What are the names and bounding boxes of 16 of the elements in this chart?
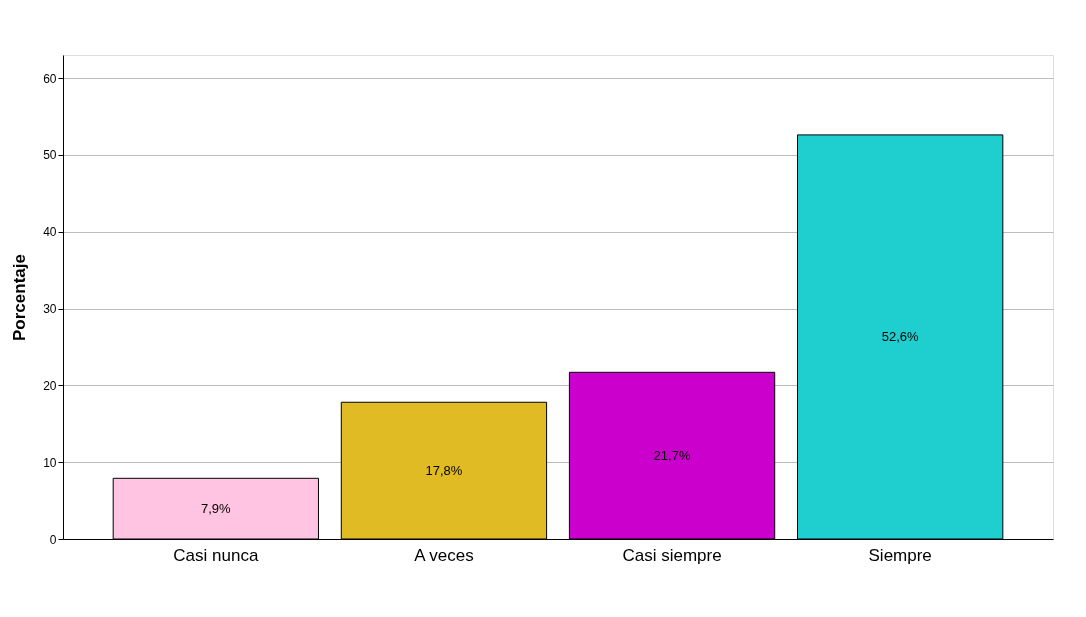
y-tick-label: 30 [43,302,57,317]
y-tick-label: 20 [43,378,57,393]
y-axis-title: Porcentaje [10,254,30,341]
x-tick-label: A veces [414,545,474,565]
y-tick-label: 50 [43,148,57,163]
x-tick-label: Casi nunca [173,545,259,565]
data-label: 52,6% [881,328,920,344]
y-tick-label: 0 [49,532,57,547]
x-tick-label: Casi siempre [622,545,722,565]
data-label: 21,7% [653,447,691,463]
data-label: 7,9% [201,500,232,516]
y-tick-label: 40 [43,225,57,240]
data-label: 17,8% [425,462,463,478]
y-tick-label: 60 [43,71,57,86]
y-tick-label: 10 [43,455,57,470]
x-tick-label: Siempre [868,545,932,565]
